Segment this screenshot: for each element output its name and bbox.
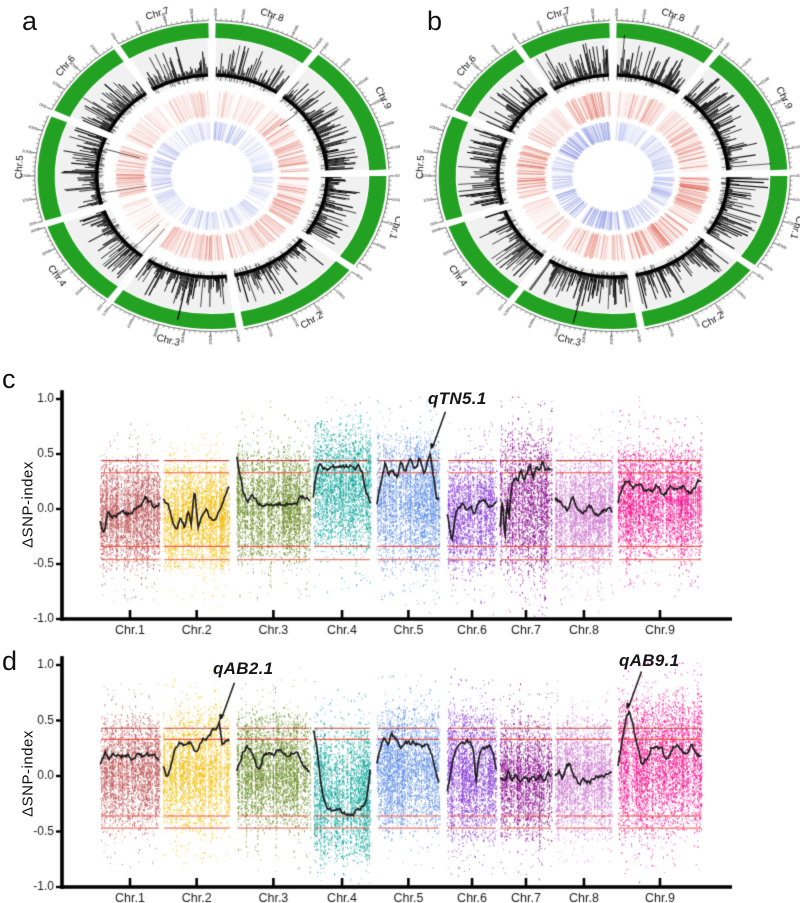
delta-snp-index-plot-c bbox=[0, 362, 800, 643]
circos-plot-a bbox=[0, 0, 400, 360]
y-axis-label-c: ΔSNP-index bbox=[19, 461, 37, 548]
qtl-annotation-qab2-1: qAB2.1 bbox=[213, 659, 274, 678]
panel-letter-a: a bbox=[22, 6, 38, 36]
panel-letter-d: d bbox=[2, 646, 18, 676]
y-axis-label-d: ΔSNP-index bbox=[19, 730, 37, 817]
qtl-annotation-qab9-1: qAB9.1 bbox=[619, 651, 680, 670]
delta-snp-index-plot-d bbox=[0, 645, 800, 903]
circos-plot-b bbox=[400, 0, 800, 360]
qtl-annotation-qtn5-1: qTN5.1 bbox=[428, 389, 487, 408]
panel-letter-c: c bbox=[2, 364, 16, 394]
panel-letter-b: b bbox=[427, 6, 443, 36]
